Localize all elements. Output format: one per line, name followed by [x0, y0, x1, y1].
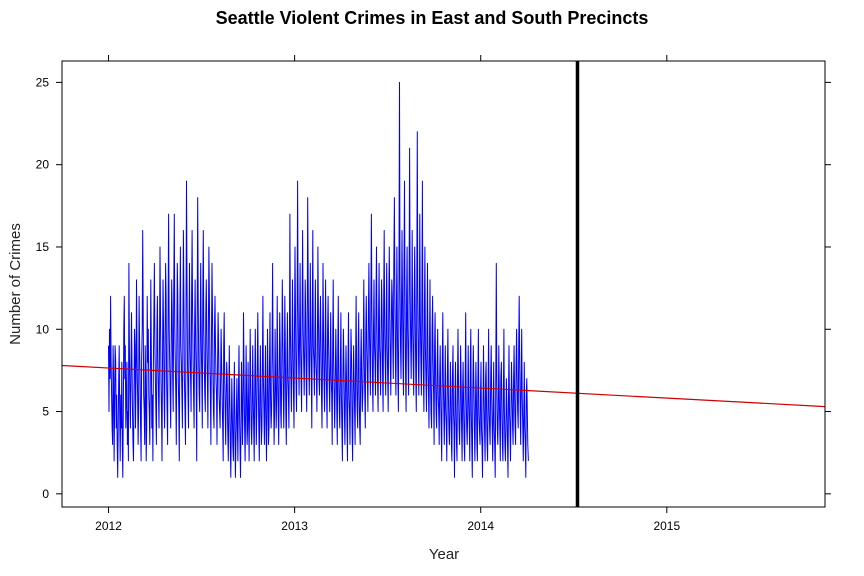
x-tick-label: 2014 — [467, 519, 494, 533]
y-tick-label: 0 — [42, 487, 49, 501]
daily-series-line — [108, 81, 529, 478]
plot-area — [61, 61, 826, 507]
y-axis-label: Number of Crimes — [7, 223, 24, 345]
x-tick-label: 2013 — [281, 519, 308, 533]
plot-frame — [61, 60, 826, 508]
x-axis: 2012 2013 2014 2015 — [95, 55, 680, 533]
trend-line — [61, 364, 826, 408]
x-tick-label: 2015 — [653, 519, 680, 533]
y-tick-label: 5 — [42, 405, 49, 419]
x-axis-label: Year — [429, 546, 459, 563]
y-tick-label: 25 — [36, 75, 50, 89]
y-axis: 0 5 10 15 20 25 — [36, 75, 831, 501]
y-tick-label: 20 — [36, 158, 50, 172]
chart-title: Seattle Violent Crimes in East and South… — [216, 8, 649, 28]
y-tick-label: 15 — [36, 240, 50, 254]
x-tick-label: 2012 — [95, 519, 122, 533]
y-tick-label: 10 — [36, 322, 50, 336]
